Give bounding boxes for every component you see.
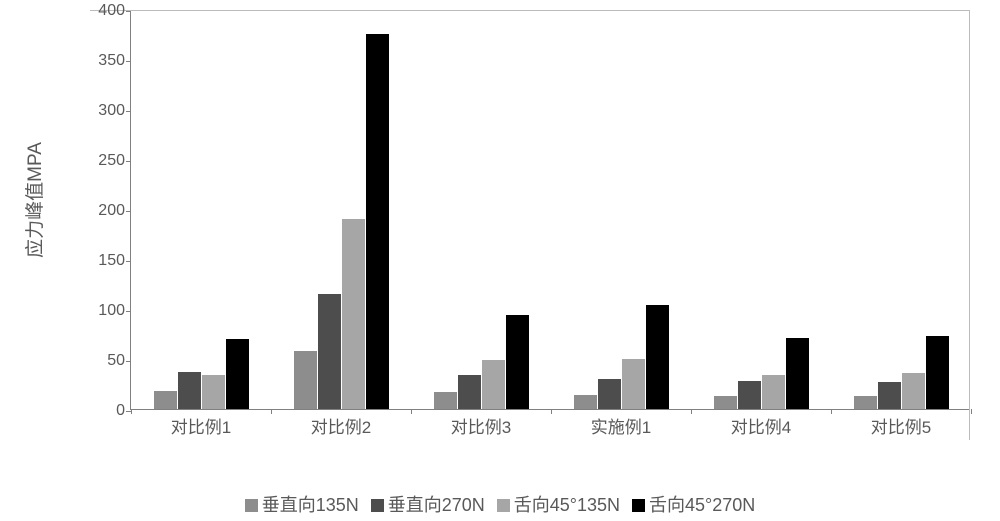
legend-label: 舌向45°270N	[649, 495, 755, 515]
bar	[762, 375, 785, 409]
bar	[342, 219, 365, 409]
bar	[738, 381, 761, 409]
y-tick-label: 50	[91, 352, 125, 370]
bar	[786, 338, 809, 409]
legend-swatch	[371, 499, 384, 512]
bar	[318, 294, 341, 409]
bar-group: 实施例1	[551, 11, 691, 409]
bar	[878, 382, 901, 409]
legend-item: 舌向45°270N	[632, 491, 755, 517]
y-axis-label: 应力峰值MPA	[20, 142, 47, 258]
legend-label: 垂直向270N	[388, 495, 485, 515]
bar	[854, 396, 877, 409]
x-tick-label: 对比例3	[411, 409, 551, 438]
bar	[622, 359, 645, 409]
bar	[714, 396, 737, 409]
y-tick-label: 400	[91, 2, 125, 20]
y-tick-label: 100	[91, 302, 125, 320]
chart-container: 050100150200250300350400对比例1对比例2对比例3实施例1…	[90, 10, 970, 440]
bar-group: 对比例2	[271, 11, 411, 409]
y-tick-label: 300	[91, 102, 125, 120]
bar	[506, 315, 529, 409]
bar	[154, 391, 177, 409]
bar	[366, 34, 389, 409]
bar	[574, 395, 597, 409]
legend-item: 垂直向270N	[371, 491, 485, 517]
x-tick-label: 对比例1	[131, 409, 271, 438]
legend: 垂直向135N 垂直向270N 舌向45°135N 舌向45°270N	[0, 491, 1000, 517]
bar	[226, 339, 249, 409]
legend-label: 垂直向135N	[262, 495, 359, 515]
bar	[294, 351, 317, 409]
x-tick-label: 对比例5	[831, 409, 971, 438]
y-tick-label: 200	[91, 202, 125, 220]
bar	[458, 375, 481, 409]
y-tick-label: 350	[91, 52, 125, 70]
plot-area: 050100150200250300350400对比例1对比例2对比例3实施例1…	[130, 11, 969, 410]
y-tick-label: 250	[91, 152, 125, 170]
bar	[902, 373, 925, 409]
bar	[202, 375, 225, 409]
legend-item: 舌向45°135N	[497, 491, 620, 517]
bar	[434, 392, 457, 409]
bar	[178, 372, 201, 409]
x-tick-label: 实施例1	[551, 409, 691, 438]
legend-swatch	[245, 499, 258, 512]
legend-item: 垂直向135N	[245, 491, 359, 517]
bar	[598, 379, 621, 409]
bar-group: 对比例1	[131, 11, 271, 409]
x-tick-label: 对比例2	[271, 409, 411, 438]
legend-swatch	[497, 499, 510, 512]
bar-group: 对比例4	[691, 11, 831, 409]
y-tick-label: 0	[91, 402, 125, 420]
legend-label: 舌向45°135N	[514, 495, 620, 515]
x-tick-label: 对比例4	[691, 409, 831, 438]
y-tick-label: 150	[91, 252, 125, 270]
bar-group: 对比例5	[831, 11, 971, 409]
bar	[482, 360, 505, 409]
x-tick-mark	[971, 409, 972, 414]
legend-swatch	[632, 499, 645, 512]
bar-group: 对比例3	[411, 11, 551, 409]
bar	[926, 336, 949, 409]
bar	[646, 305, 669, 409]
